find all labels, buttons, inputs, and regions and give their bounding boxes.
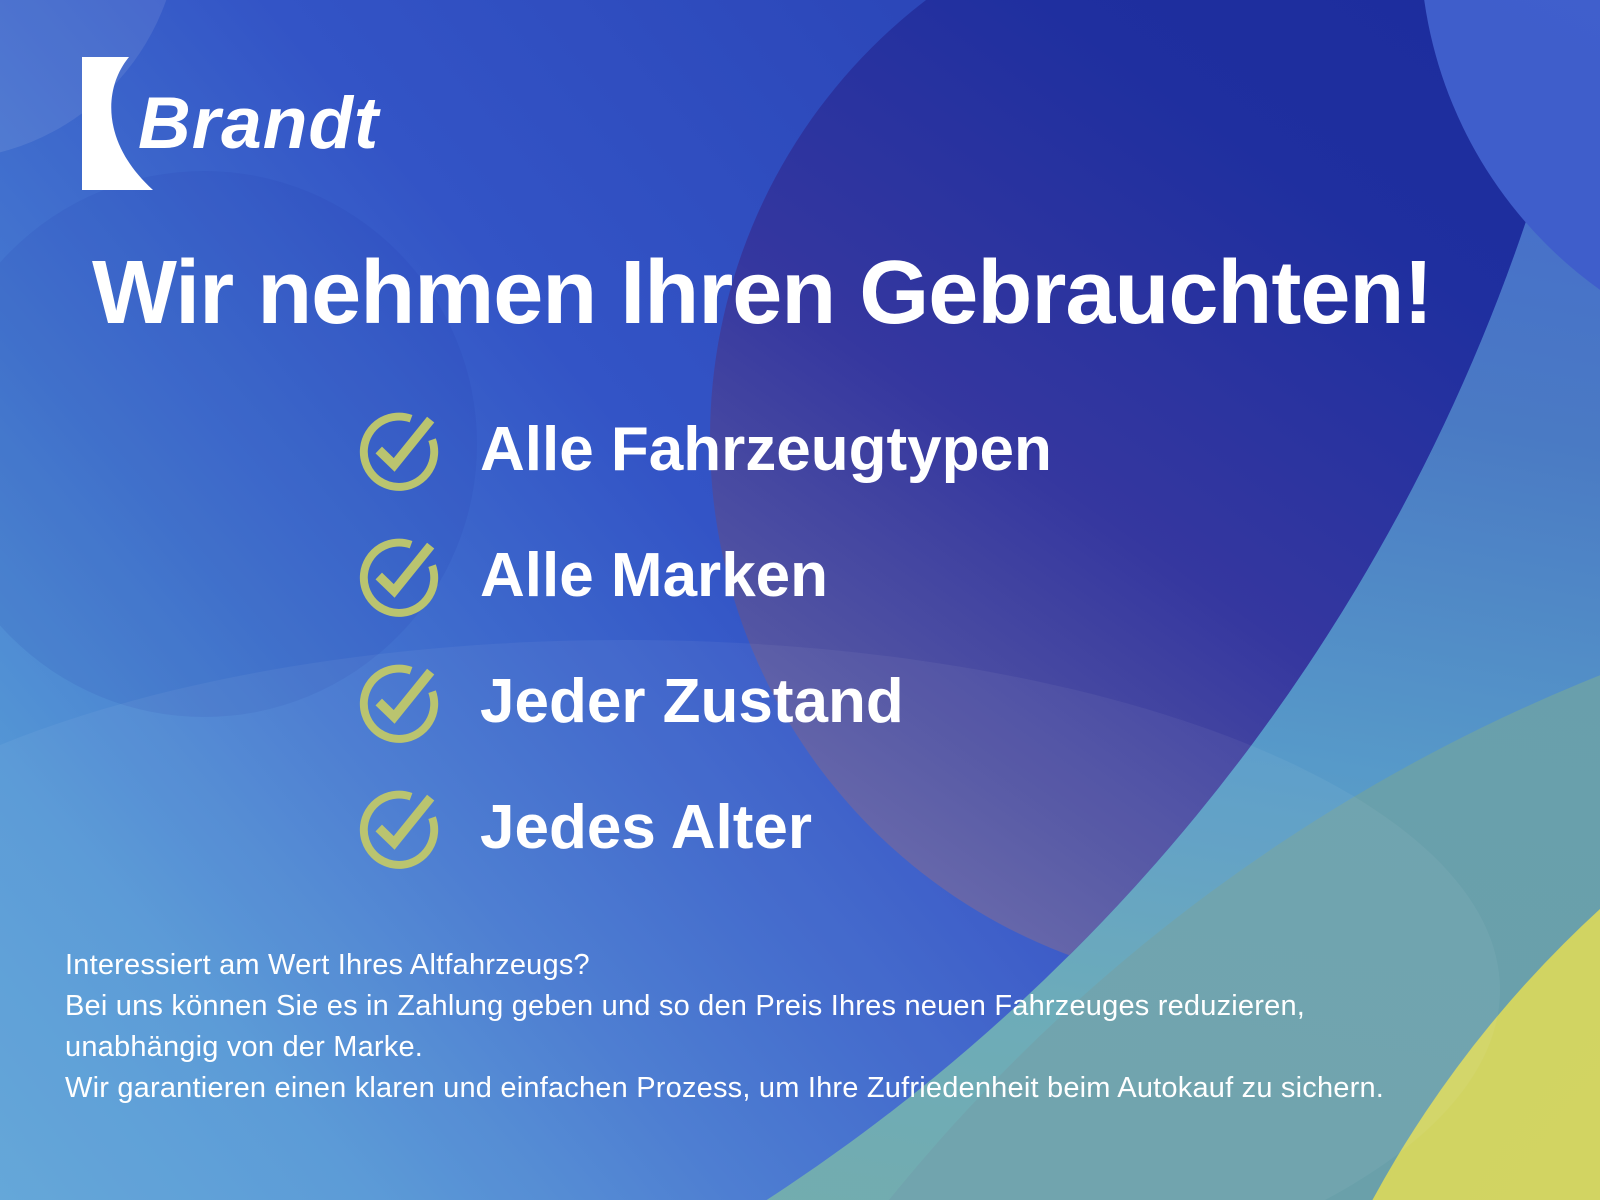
check-circle-icon xyxy=(359,664,439,743)
brand-logo-icon xyxy=(82,57,153,190)
check-circle-icon xyxy=(359,412,439,491)
footer-line: Interessiert am Wert Ihres Altfahrzeugs? xyxy=(65,949,590,981)
headline: Wir nehmen Ihren Gebrauchten! xyxy=(92,243,1433,343)
footer-text: Interessiert am Wert Ihres Altfahrzeugs?… xyxy=(65,945,1515,1109)
background-circle-subtle-shade xyxy=(0,171,477,717)
checklist-item-label: Alle Fahrzeugtypen xyxy=(480,415,1052,484)
checklist-item: Alle Fahrzeugtypen xyxy=(355,406,1052,494)
checklist-item-label: Jeder Zustand xyxy=(480,667,904,736)
checklist-item-label: Jedes Alter xyxy=(480,793,812,862)
checklist-item: Jedes Alter xyxy=(355,784,812,872)
check-circle-icon xyxy=(359,538,439,617)
check-circle-icon xyxy=(359,790,439,869)
footer-line: Wir garantieren einen klaren und einfach… xyxy=(65,1072,1385,1104)
checklist-item: Jeder Zustand xyxy=(355,658,904,746)
footer-line: Bei uns können Sie es in Zahlung geben u… xyxy=(65,990,1306,1022)
brand-logo-text: Brandt xyxy=(138,83,380,164)
checklist-item: Alle Marken xyxy=(355,532,828,620)
checklist-item-label: Alle Marken xyxy=(480,541,829,610)
footer-line: unabhängig von der Marke. xyxy=(65,1031,424,1063)
